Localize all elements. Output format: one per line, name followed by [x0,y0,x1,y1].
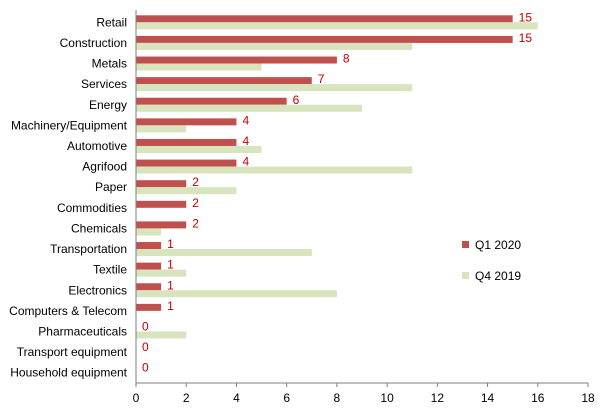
x-tick-label-8: 8 [334,391,341,405]
category-label-transport-equipment: Transport equipment [17,345,128,359]
bar-q4-2019-energy [136,104,362,112]
data-label-textile: 1 [167,258,174,272]
data-label-automotive: 4 [242,134,249,148]
legend-swatch-q1-2020 [462,241,469,248]
bar-q1-2020-transportation [136,242,162,250]
bars-group [136,15,538,339]
x-tick-label-10: 10 [380,391,394,405]
bar-q1-2020-computers-telecom [136,303,162,311]
x-tick-label-16: 16 [531,391,545,405]
bar-q4-2019-agrifood [136,166,413,174]
bar-q4-2019-construction [136,42,413,50]
data-label-energy: 6 [293,93,300,107]
bar-q4-2019-automotive [136,145,262,153]
data-label-construction: 15 [519,31,533,45]
data-labels-group: 15 15 8 7 6 4 4 4 2 2 2 1 1 1 1 0 0 0 [142,10,532,374]
bar-q4-2019-services [136,84,413,92]
bar-q4-2019-textile [136,269,187,277]
legend: Q1 2020 Q4 2019 [462,238,521,283]
data-label-electronics: 1 [167,278,174,292]
data-label-chemicals: 2 [192,216,199,230]
data-label-metals: 8 [343,52,350,66]
data-label-agrifood: 4 [242,155,249,169]
legend-label-q1-2020: Q1 2020 [475,238,521,252]
bar-q1-2020-electronics [136,283,162,291]
bar-q1-2020-textile [136,262,162,270]
data-label-retail: 15 [519,10,533,24]
bar-q1-2020-paper [136,180,187,188]
x-tick-label-14: 14 [481,391,495,405]
axes-group [135,10,588,384]
bar-q4-2019-retail [136,22,538,30]
category-label-transportation: Transportation [50,242,127,256]
bar-q1-2020-energy [136,97,287,105]
legend-swatch-q4-2019 [462,272,469,279]
bar-q1-2020-chemicals [136,221,187,229]
bar-q4-2019-metals [136,63,262,71]
bar-q4-2019-transportation [136,249,312,257]
bar-q1-2020-construction [136,35,513,43]
category-label-services: Services [81,77,127,91]
data-label-household-equipment: 0 [142,361,149,375]
category-label-automotive: Automotive [67,139,127,153]
x-tick-label-2: 2 [183,391,190,405]
x-tick-label-6: 6 [283,391,290,405]
category-label-energy: Energy [89,98,127,112]
category-label-commodities: Commodities [57,201,127,215]
data-label-computers-telecom: 1 [167,299,174,313]
category-label-household-equipment: Household equipment [10,366,127,380]
bar-q4-2019-machinery-equipment [136,125,187,133]
bar-q4-2019-pharmaceuticals [136,331,187,339]
x-tick-label-4: 4 [233,391,240,405]
bar-q1-2020-services [136,77,312,85]
data-label-commodities: 2 [192,196,199,210]
category-label-metals: Metals [92,57,127,71]
bar-q4-2019-paper [136,187,237,195]
x-tick-label-18: 18 [581,391,595,405]
category-label-computers-telecom: Computers & Telecom [9,304,127,318]
data-label-pharmaceuticals: 0 [142,319,149,333]
category-label-retail: Retail [96,15,127,29]
bar-q4-2019-chemicals [136,228,162,236]
category-label-pharmaceuticals: Pharmaceuticals [38,324,127,338]
data-label-transportation: 1 [167,237,174,251]
legend-label-q4-2019: Q4 2019 [475,269,521,283]
data-label-machinery-equipment: 4 [242,113,249,127]
x-tick-label-0: 0 [133,391,140,405]
data-label-services: 7 [318,72,325,86]
category-labels: Retail Construction Metals Services Energy Ma… [9,15,127,379]
bar-q1-2020-machinery-equipment [136,118,237,126]
category-label-textile: Textile [93,263,127,277]
data-label-transport-equipment: 0 [142,340,149,354]
data-label-paper: 2 [192,175,199,189]
bar-q1-2020-agrifood [136,159,237,167]
category-label-chemicals: Chemicals [71,221,127,235]
category-label-paper: Paper [95,180,127,194]
category-label-electronics: Electronics [68,283,127,297]
bar-q1-2020-metals [136,56,337,64]
category-label-agrifood: Agrifood [82,160,127,174]
category-label-construction: Construction [60,36,127,50]
category-label-machinery-equipment: Machinery/Equipment [11,118,128,132]
bar-q1-2020-automotive [136,138,237,146]
bar-q4-2019-electronics [136,290,337,298]
x-tick-label-12: 12 [431,391,445,405]
bar-q1-2020-retail [136,15,513,23]
bar-q1-2020-commodities [136,200,187,208]
x-ticks-group: 0 2 4 6 8 10 12 14 16 18 [133,383,595,405]
